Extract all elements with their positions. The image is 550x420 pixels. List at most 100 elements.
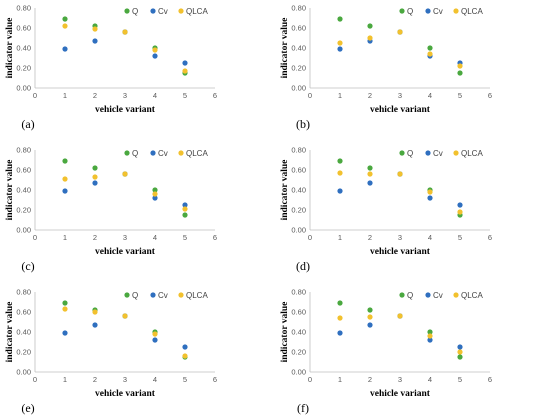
legend-marker <box>150 292 156 298</box>
x-tick-label: 6 <box>213 375 217 384</box>
data-point <box>92 38 98 44</box>
legend-marker <box>399 150 405 156</box>
legend-label: Cv <box>158 291 168 300</box>
chart-panel: 0.00 0.20 0.40 0.60 0.80 0 1 2 3 4 5 6 vehicle varia… <box>280 4 492 132</box>
x-tick-label: 2 <box>93 233 97 242</box>
y-tick-label: 0.20 <box>291 64 306 73</box>
x-tick-label: 6 <box>488 375 492 384</box>
legend-marker <box>150 8 156 14</box>
data-point <box>62 306 68 312</box>
legend-marker <box>425 8 431 14</box>
data-point <box>152 331 158 337</box>
data-point <box>367 23 373 29</box>
data-point <box>337 315 343 321</box>
x-axis-title: vehicle variant <box>95 389 156 399</box>
y-tick-label: 0.00 <box>16 368 31 377</box>
data-point <box>367 180 373 186</box>
legend-marker <box>124 292 130 298</box>
chart-panel: 0.00 0.20 0.40 0.60 0.80 0 1 2 3 4 5 6 vehicle varia… <box>280 288 492 416</box>
chart-panel: 0.00 0.20 0.40 0.60 0.80 0 1 2 3 4 5 6 vehicle varia… <box>280 146 492 274</box>
data-point <box>182 344 188 350</box>
data-point <box>92 174 98 180</box>
data-point <box>182 202 188 208</box>
data-point <box>427 51 433 57</box>
panel-label: (f) <box>297 401 309 415</box>
x-tick-label: 2 <box>368 233 372 242</box>
legend-marker <box>178 292 184 298</box>
data-point <box>62 176 68 182</box>
x-tick-label: 4 <box>428 375 432 384</box>
x-tick-label: 2 <box>93 91 97 100</box>
x-tick-label: 0 <box>308 233 312 242</box>
x-tick-label: 4 <box>428 233 432 242</box>
data-point <box>367 314 373 320</box>
data-point <box>182 353 188 359</box>
x-tick-label: 5 <box>458 233 462 242</box>
x-tick-label: 2 <box>368 375 372 384</box>
data-point <box>92 322 98 328</box>
legend-label: QLCA <box>461 7 483 16</box>
panel-label: (d) <box>296 259 310 273</box>
legend-label: Q <box>132 291 138 300</box>
data-point <box>367 165 373 171</box>
data-point <box>152 53 158 59</box>
panel-label: (a) <box>21 117 34 131</box>
data-point <box>152 187 158 193</box>
y-axis-title: indicator value <box>280 18 290 79</box>
data-point <box>152 47 158 53</box>
data-point <box>457 349 463 355</box>
y-tick-label: 0.40 <box>16 186 31 195</box>
legend-label: Q <box>407 149 413 158</box>
y-tick-label: 0.40 <box>291 186 306 195</box>
data-point <box>62 46 68 52</box>
legend-marker <box>453 292 459 298</box>
y-tick-label: 0.60 <box>291 24 306 33</box>
x-tick-label: 0 <box>33 375 37 384</box>
data-point <box>337 170 343 176</box>
x-axis-title: vehicle variant <box>95 247 156 257</box>
data-point <box>457 209 463 215</box>
y-tick-label: 0.40 <box>16 328 31 337</box>
data-point <box>367 35 373 41</box>
x-tick-label: 3 <box>398 233 402 242</box>
data-point <box>427 195 433 201</box>
y-tick-label: 0.80 <box>291 288 306 297</box>
x-tick-label: 1 <box>338 233 342 242</box>
data-point <box>457 354 463 360</box>
x-tick-label: 3 <box>398 91 402 100</box>
legend-label: QLCA <box>186 7 208 16</box>
y-tick-label: 0.20 <box>16 348 31 357</box>
legend-marker <box>178 150 184 156</box>
legend-label: Q <box>407 291 413 300</box>
x-tick-label: 5 <box>458 375 462 384</box>
y-tick-label: 0.80 <box>16 288 31 297</box>
legend-marker <box>425 292 431 298</box>
data-point <box>122 313 128 319</box>
data-point <box>397 313 403 319</box>
data-point <box>152 191 158 197</box>
data-point <box>182 68 188 74</box>
x-tick-label: 4 <box>153 375 157 384</box>
legend-label: QLCA <box>461 149 483 158</box>
x-tick-label: 0 <box>308 375 312 384</box>
y-tick-label: 0.80 <box>291 4 306 13</box>
y-tick-label: 0.20 <box>16 206 31 215</box>
data-point <box>427 329 433 335</box>
panel-label: (e) <box>21 401 34 415</box>
x-tick-label: 1 <box>338 91 342 100</box>
y-tick-label: 0.00 <box>291 84 306 93</box>
data-point <box>62 23 68 29</box>
y-tick-label: 0.80 <box>291 146 306 155</box>
chart-panel: 0.00 0.20 0.40 0.60 0.80 0 1 2 3 4 5 6 vehicle varia… <box>5 4 217 132</box>
x-tick-label: 4 <box>153 233 157 242</box>
legend-label: Q <box>407 7 413 16</box>
y-tick-label: 0.00 <box>291 368 306 377</box>
data-point <box>337 300 343 306</box>
data-point <box>397 29 403 35</box>
x-tick-label: 1 <box>63 91 67 100</box>
data-point <box>427 333 433 339</box>
data-point <box>337 16 343 22</box>
x-tick-label: 3 <box>123 233 127 242</box>
x-tick-label: 3 <box>398 375 402 384</box>
data-point <box>337 188 343 194</box>
